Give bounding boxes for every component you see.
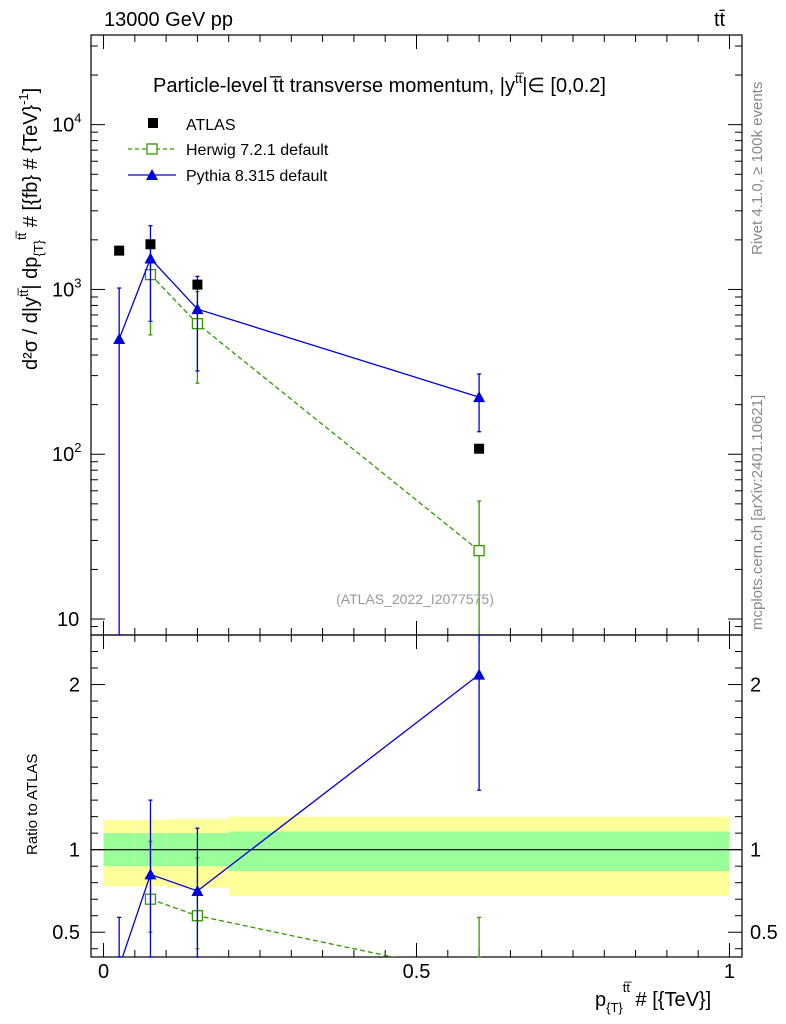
- main-title-tail: |∈ [0,0.2]: [522, 75, 606, 97]
- ylabel-text: d²σ / d|y: [20, 297, 42, 370]
- main-ytick-label-0: 10: [57, 609, 79, 631]
- main-atlas-point-3: [474, 443, 485, 454]
- ratio-xtick-label-0: 0: [98, 961, 109, 983]
- band-inner-3: [228, 831, 730, 872]
- legend-pythia-label: Pythia 8.315 default: [186, 168, 328, 185]
- main-y-axis-label: d²σ / d|ytt̅| dp{T}tt̅ # [{fb} # {TeV}-1…: [14, 88, 46, 370]
- x-axis-label: p{T}tt̅ # [{TeV}]: [595, 980, 711, 1015]
- main-atlas-point-1: [145, 239, 156, 250]
- header-energy: 13000 GeV pp: [104, 9, 233, 31]
- xlabel-sup: tt̅: [623, 980, 632, 995]
- ylabel-sup1: tt̅: [16, 288, 31, 297]
- main-atlas-point-2: [192, 279, 203, 290]
- ylabel-tail: | dp: [20, 257, 42, 290]
- legend-herwig-label: Herwig 7.2.1 default: [186, 142, 329, 159]
- main-ytick-label-3: 104: [52, 111, 81, 137]
- ratio-xtick-label-1: 0.5: [403, 961, 431, 983]
- legend: ATLAS Herwig 7.2.1 default Pythia 8.315 …: [128, 117, 329, 185]
- ratio-ytick-label-left-1: 1: [69, 840, 80, 862]
- main-pythia-line: [118, 257, 480, 398]
- data-marks: [113, 224, 486, 958]
- side-rivet-info: Rivet 4.1.0, ≥ 100k events: [749, 82, 766, 255]
- legend-atlas-marker: [148, 118, 158, 128]
- ylabel-units: # [{fb} # {TeV}: [20, 105, 42, 233]
- main-pythia-point-0: [113, 333, 126, 345]
- main-atlas-point-0: [114, 245, 125, 256]
- legend-herwig-marker: [146, 143, 158, 155]
- xlabel-tail: # [{TeV}]: [630, 989, 711, 1011]
- xlabel-sub: {T}: [606, 1000, 623, 1015]
- ratio-xtick-label-2: 1: [724, 961, 735, 983]
- ratio-ytick-label-left-2: 2: [69, 675, 80, 697]
- xlabel-p: p: [595, 989, 606, 1011]
- main-herwig-point-2: [473, 544, 485, 557]
- ylabel-minus: -1: [16, 93, 31, 105]
- analysis-watermark: (ATLAS_2022_I2077575): [336, 591, 494, 607]
- ratio-pythia-line: [121, 674, 480, 957]
- main-ytick-label-2: 103: [52, 275, 81, 301]
- ratio-ytick-label-right-0: 0.5: [750, 922, 778, 944]
- main-title-text: Particle-level t̅t transverse momentum, …: [153, 75, 515, 97]
- legend-atlas-label: ATLAS: [186, 117, 236, 134]
- main-pythia-point-3: [473, 391, 486, 403]
- ratio-ytick-label-right-2: 2: [750, 675, 761, 697]
- main-title-sup: tt̅: [515, 71, 524, 86]
- ratio-uncertainty-bands: [91, 816, 742, 896]
- ylabel-sub: {T}: [31, 239, 46, 256]
- ylabel-close: ]: [20, 88, 42, 94]
- ylabel-sup2: tt̅: [14, 231, 29, 240]
- legend-pythia-marker: [146, 169, 158, 180]
- header-process: tt̄: [714, 9, 726, 31]
- ratio-ytick-label-right-1: 1: [750, 840, 761, 862]
- main-pythia-point-2: [191, 303, 204, 315]
- side-mcplots-info: mcplots.cern.ch [arXiv:2401.10621]: [749, 395, 766, 630]
- main-ytick-label-1: 102: [52, 440, 81, 466]
- axis-ticks: 10 102 103 104 0 0.5 1 0.5 0.5 1 1 2 2: [52, 35, 778, 983]
- ratio-ytick-label-left-0: 0.5: [52, 922, 80, 944]
- main-title: Particle-level t̅t transverse momentum, …: [153, 71, 606, 97]
- ratio-y-axis-label: Ratio to ATLAS: [24, 754, 41, 855]
- main-pythia-point-1: [144, 252, 157, 264]
